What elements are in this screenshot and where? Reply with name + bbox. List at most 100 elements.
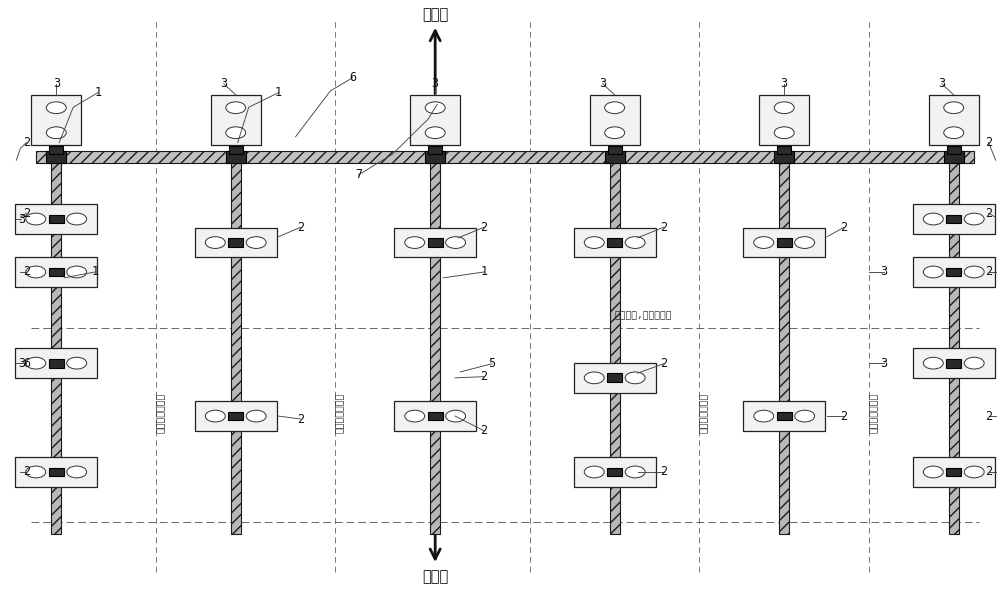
Text: 6: 6 [23,356,30,369]
Bar [607,238,622,247]
Circle shape [625,372,645,384]
Bar [49,467,64,476]
Text: 3: 3 [599,77,606,90]
Text: 1: 1 [480,265,488,278]
Bar [947,146,961,154]
Circle shape [923,466,943,478]
Bar [49,359,64,368]
Text: 2: 2 [297,221,304,234]
Bar [195,228,277,257]
Bar [226,151,246,163]
Circle shape [67,213,87,225]
Text: 主变基础中心线: 主变基础中心线 [336,393,345,433]
Text: 3: 3 [53,77,60,90]
Text: 3: 3 [880,265,887,278]
Bar [607,374,622,382]
Circle shape [425,102,445,113]
Circle shape [26,266,46,278]
Circle shape [944,127,964,139]
Text: 主变基础中心线: 主变基础中心线 [700,393,709,433]
Circle shape [205,236,225,248]
Bar [777,412,792,421]
Bar [15,349,97,378]
Text: 高压侧: 高压侧 [422,569,448,584]
Circle shape [405,410,425,422]
Bar [428,412,443,421]
Text: 3: 3 [938,77,945,90]
Circle shape [246,410,266,422]
Text: 2: 2 [480,370,488,383]
Bar [949,163,959,534]
Bar [425,151,445,163]
Text: 1: 1 [95,86,102,99]
Bar [51,163,61,534]
Text: 2: 2 [660,221,667,234]
Text: 3: 3 [220,77,227,90]
Bar [430,163,440,534]
Circle shape [226,102,246,113]
Text: 2: 2 [23,466,30,479]
Circle shape [67,466,87,478]
Text: 2: 2 [480,221,488,234]
Text: 2: 2 [840,221,848,234]
Circle shape [944,102,964,113]
Text: 2: 2 [23,207,30,220]
Circle shape [964,213,984,225]
Circle shape [446,236,466,248]
Bar [36,151,974,163]
Text: 2: 2 [660,466,667,479]
Text: 主变基础中心线: 主变基础中心线 [156,393,165,433]
Text: 2: 2 [23,136,30,149]
Bar [946,215,961,223]
Text: 主变油筱,基础中心线: 主变油筱,基础中心线 [615,311,672,320]
Bar [228,238,243,247]
Bar [913,349,995,378]
Bar [779,163,789,534]
Circle shape [46,102,66,113]
Circle shape [26,213,46,225]
Bar [608,146,622,154]
Bar [49,146,63,154]
Bar [195,401,277,431]
Bar [946,359,961,368]
Text: 2: 2 [660,357,667,370]
Circle shape [625,236,645,248]
Text: 2: 2 [297,413,304,426]
Circle shape [446,410,466,422]
Circle shape [425,127,445,139]
Circle shape [754,410,774,422]
Bar [49,215,64,223]
Text: 2: 2 [985,410,992,423]
Bar [428,146,442,154]
Bar [929,95,979,145]
Circle shape [67,266,87,278]
Text: 3: 3 [18,356,25,369]
Circle shape [605,127,625,139]
Bar [590,95,640,145]
Circle shape [754,236,774,248]
Text: 3: 3 [880,356,887,369]
Circle shape [584,236,604,248]
Bar [15,257,97,287]
Bar [777,146,791,154]
Circle shape [923,266,943,278]
Circle shape [774,102,794,113]
Circle shape [584,466,604,478]
Bar [31,95,81,145]
Text: 3: 3 [18,213,25,226]
Bar [231,163,241,534]
Circle shape [605,102,625,113]
Circle shape [923,358,943,369]
Bar [777,238,792,247]
Text: 6: 6 [349,72,356,85]
Circle shape [226,127,246,139]
Circle shape [964,466,984,478]
Circle shape [923,213,943,225]
Text: 低压侧: 低压侧 [422,7,448,22]
Bar [946,467,961,476]
Bar [610,163,620,534]
Bar [410,95,460,145]
Text: 3: 3 [432,77,439,90]
Circle shape [625,466,645,478]
Circle shape [67,358,87,369]
